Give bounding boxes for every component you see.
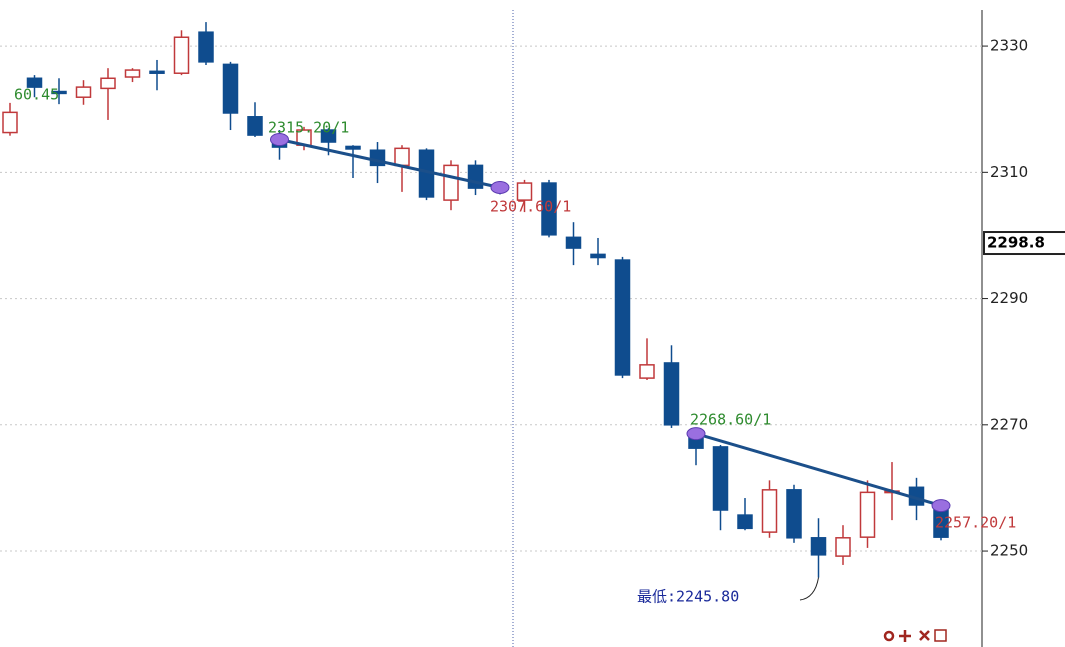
trend-pin (270, 132, 289, 146)
candle-body (712, 446, 729, 511)
candle-body (835, 537, 851, 557)
candle-body (222, 63, 239, 114)
candle-body (198, 31, 214, 63)
candle-body (173, 36, 190, 74)
y-tick-label: 2270 (990, 415, 1028, 433)
zoom-icon[interactable] (883, 630, 895, 642)
candle-body (737, 514, 753, 530)
trend-pin (490, 180, 510, 194)
candle-body (663, 362, 680, 426)
candle-body (394, 147, 410, 167)
window-icon[interactable] (934, 629, 947, 642)
trend-line (695, 432, 942, 508)
annotation: 60.45 (14, 86, 59, 104)
y-tick-label: 2330 (990, 37, 1028, 55)
last-price-label: 2298.8 (987, 234, 1045, 252)
candle-body (320, 129, 337, 143)
candle-body (100, 77, 116, 90)
candle-body (761, 489, 778, 533)
candle-body (786, 489, 802, 539)
y-tick-label: 2310 (990, 163, 1028, 181)
trend-pin (931, 499, 951, 513)
close-icon[interactable] (919, 630, 930, 641)
candle-body (614, 259, 631, 376)
candle-body (810, 537, 827, 556)
candle-body (345, 145, 361, 150)
candle-body (149, 70, 165, 74)
toolbar[interactable] (883, 629, 947, 642)
annotation: 最低:2245.80 (637, 588, 739, 606)
candle-body (124, 69, 141, 78)
annotation: 2307.60/1 (490, 198, 571, 216)
candle-body (541, 182, 557, 236)
candle-body (590, 253, 606, 259)
candle-body (565, 236, 582, 249)
y-tick-label: 2290 (990, 289, 1028, 307)
candle-body (247, 116, 263, 136)
low-connector (799, 577, 819, 601)
plus-icon[interactable] (899, 630, 911, 642)
y-tick-label: 2250 (990, 542, 1028, 560)
candle-body (75, 86, 92, 98)
annotation: 2315.20/1 (268, 119, 349, 137)
trend-line (279, 138, 501, 189)
annotation: 2257.20/1 (935, 514, 1016, 532)
candle-body (639, 364, 655, 379)
last-price-box (983, 231, 1065, 256)
candle-body (443, 164, 459, 201)
candle-body (26, 77, 43, 88)
candle-body (516, 182, 533, 201)
trend-pin (686, 427, 706, 441)
candle-body (2, 111, 18, 134)
candle-body (859, 491, 876, 538)
candle-body (51, 90, 67, 95)
annotation: 2268.60/1 (690, 411, 771, 429)
